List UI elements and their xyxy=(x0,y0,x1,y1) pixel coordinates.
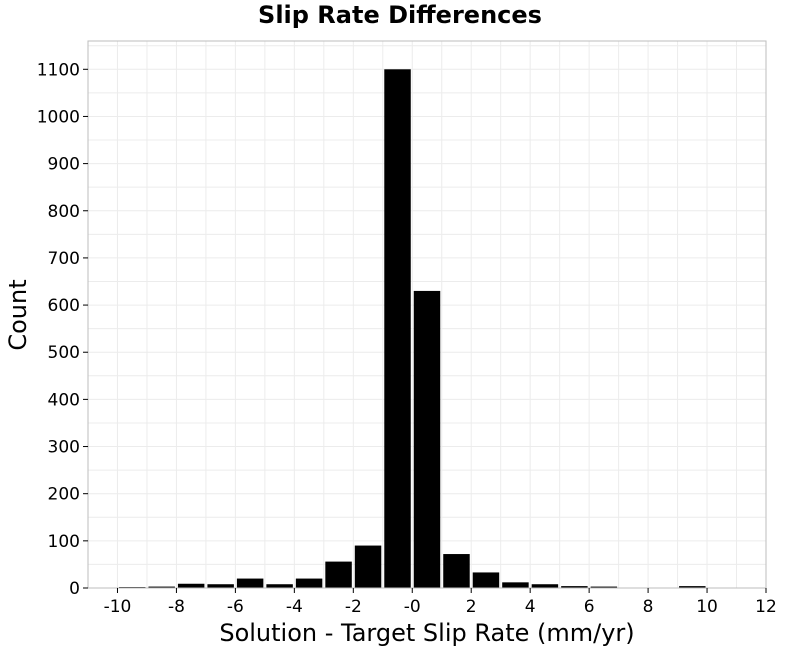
histogram-bar xyxy=(325,561,352,588)
y-tick-label: 300 xyxy=(48,438,80,458)
x-tick-label: -2 xyxy=(345,597,362,617)
bar-layer xyxy=(118,69,706,589)
histogram-bar xyxy=(207,584,234,588)
y-tick-label: 500 xyxy=(48,343,80,363)
x-tick-label: 4 xyxy=(525,597,536,617)
x-tick-label: 2 xyxy=(466,597,477,617)
x-tick-label: 10 xyxy=(696,597,718,617)
histogram-bar xyxy=(413,290,441,588)
histogram-bar xyxy=(679,586,706,588)
x-tick-label: 12 xyxy=(755,597,777,617)
histogram-bar xyxy=(148,586,175,588)
x-tick-label: 6 xyxy=(584,597,595,617)
y-tick-label: 1100 xyxy=(37,60,80,80)
histogram-bar xyxy=(472,572,500,588)
x-tick-label: -10 xyxy=(104,597,132,617)
y-tick-label: 800 xyxy=(48,202,80,222)
y-tick-label: 900 xyxy=(48,155,80,175)
x-axis-title: Solution - Target Slip Rate (mm/yr) xyxy=(219,619,634,647)
histogram-bar xyxy=(295,578,323,588)
histogram-bar xyxy=(561,586,588,588)
histogram-bar xyxy=(502,582,529,588)
x-axis: -10 -8 -6 -4 -2 -0 2 4 6 8 10 12 xyxy=(104,588,777,617)
y-tick-label: 600 xyxy=(48,296,80,316)
y-tick-label: 200 xyxy=(48,485,80,505)
y-tick-label: 0 xyxy=(69,579,80,599)
x-tick-label: -6 xyxy=(227,597,244,617)
y-tick-label: 1000 xyxy=(37,107,80,127)
plot-frame xyxy=(87,40,767,589)
chart-title: Slip Rate Differences xyxy=(258,1,542,29)
y-tick-label: 100 xyxy=(48,532,80,552)
y-axis: 0 100 200 300 400 500 600 700 800 900 1000 1100 xyxy=(37,60,88,599)
histogram-bar xyxy=(236,578,264,588)
histogram-bar xyxy=(177,583,205,588)
histogram-bar xyxy=(354,545,382,588)
x-tick-label: -4 xyxy=(286,597,303,617)
x-tick-label: -8 xyxy=(168,597,185,617)
histogram-bar xyxy=(531,584,559,588)
histogram-bar xyxy=(590,586,618,588)
histogram-bar xyxy=(384,69,411,589)
y-tick-label: 400 xyxy=(48,390,80,410)
x-tick-label: 8 xyxy=(643,597,654,617)
histogram-bar xyxy=(443,554,470,588)
histogram-bar xyxy=(266,584,293,588)
y-axis-title: Count xyxy=(4,279,32,350)
y-tick-label: 700 xyxy=(48,249,80,269)
x-tick-label: -0 xyxy=(404,597,421,617)
